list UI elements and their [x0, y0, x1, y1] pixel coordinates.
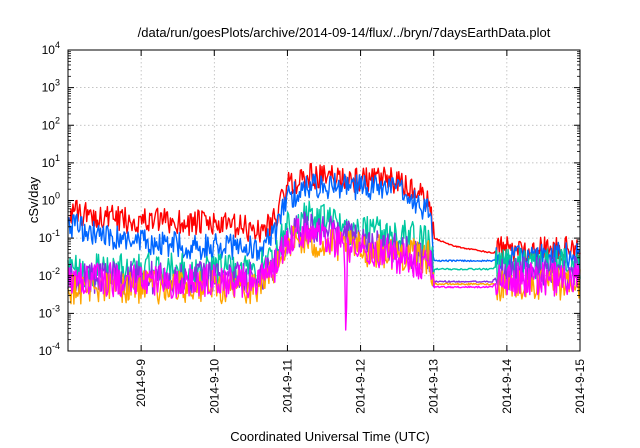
series-layer — [67, 162, 581, 331]
y-tick-exponent: -2 — [52, 266, 60, 276]
x-tick-label: 2014-9-11 — [280, 359, 294, 413]
x-ticks: 2014-9-9 2014-9-10 2014-9-11 2014-9-12 2014-… — [134, 359, 587, 414]
y-tick-label: 101 — [42, 153, 60, 170]
y-tick-label: 103 — [42, 78, 60, 95]
chart-title: /data/run/goesPlots/archive/2014-09-14/f… — [138, 25, 551, 40]
y-tick-exponent: 0 — [55, 191, 60, 201]
y-tick-label: 10-2 — [39, 266, 60, 283]
x-tick-label: 2014-9-12 — [354, 359, 368, 414]
x-tick-label: 2014-9-15 — [573, 359, 587, 414]
y-tick-exponent: 2 — [55, 115, 60, 125]
series-line — [67, 172, 581, 271]
y-tick-base: 10 — [42, 194, 56, 208]
y-tick-label: 104 — [42, 40, 60, 57]
y-tick-base: 10 — [39, 231, 53, 245]
series-line — [67, 162, 581, 264]
plot-frame — [67, 49, 581, 352]
x-tick-label: 2014-9-9 — [134, 359, 148, 407]
x-tick-label: 2014-9-10 — [207, 359, 221, 414]
x-axis-label: Coordinated Universal Time (UTC) — [230, 429, 429, 444]
y-tick-base: 10 — [42, 81, 56, 95]
series-line — [67, 218, 581, 331]
y-tick-exponent: -3 — [52, 303, 60, 313]
y-tick-base: 10 — [42, 118, 56, 132]
y-tick-label: 10-4 — [39, 341, 60, 358]
y-axis-label: cSv/day — [26, 176, 41, 223]
y-tick-base: 10 — [39, 269, 53, 283]
y-tick-label: 10-1 — [39, 228, 60, 245]
x-tick-label: 2014-9-14 — [500, 359, 514, 414]
y-tick-exponent: -1 — [52, 228, 60, 238]
x-tick-label: 2014-9-13 — [427, 359, 441, 414]
y-tick-base: 10 — [39, 344, 53, 358]
y-tick-exponent: 1 — [55, 153, 60, 163]
y-tick-label: 102 — [42, 115, 60, 132]
y-tick-exponent: -4 — [52, 341, 60, 351]
plot-border — [67, 49, 581, 352]
y-tick-label: 100 — [42, 191, 60, 208]
y-tick-label: 10-3 — [39, 303, 60, 320]
y-tick-base: 10 — [39, 306, 53, 320]
y-tick-exponent: 3 — [55, 78, 60, 88]
y-tick-base: 10 — [42, 43, 56, 57]
y-tick-exponent: 4 — [55, 40, 60, 50]
y-tick-base: 10 — [42, 156, 56, 170]
